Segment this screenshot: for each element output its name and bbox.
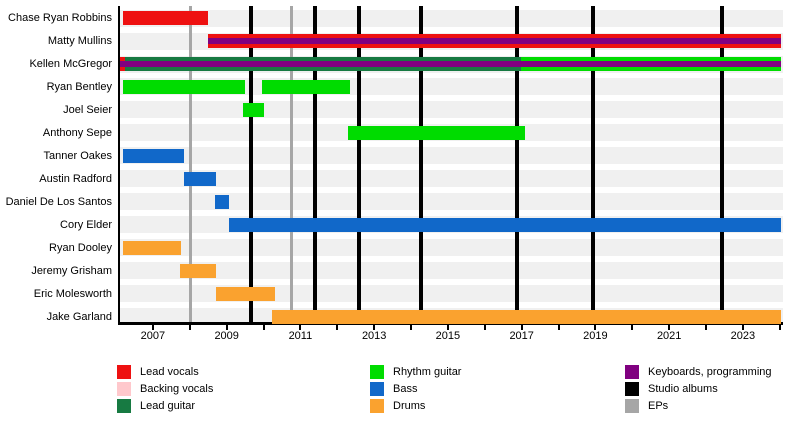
studio-album-line bbox=[514, 6, 519, 322]
member-label: Anthony Sepe bbox=[42, 126, 112, 139]
legend-label-studio_albums: Studio albums bbox=[648, 383, 718, 395]
legend-swatch-studio_albums bbox=[625, 382, 639, 396]
x-axis-tick bbox=[410, 325, 413, 330]
x-axis-tick bbox=[741, 325, 744, 330]
row-band bbox=[119, 101, 783, 119]
legend-swatch-drums bbox=[370, 399, 384, 413]
ep-release-line bbox=[290, 6, 294, 322]
row-band bbox=[119, 9, 783, 27]
legend-label-keyboards: Keyboards, programming bbox=[648, 366, 772, 378]
studio-album-line bbox=[419, 6, 424, 322]
legend-label-bass: Bass bbox=[393, 383, 418, 395]
studio-album-line bbox=[719, 6, 724, 322]
legend-label-lead_guitar: Lead guitar bbox=[140, 400, 196, 412]
studio-album-line bbox=[313, 6, 318, 322]
tenure-bar-bass bbox=[214, 194, 229, 209]
x-axis-tick bbox=[446, 325, 449, 330]
x-axis-year-label: 2023 bbox=[730, 330, 756, 342]
legend-swatch-eps bbox=[625, 399, 639, 413]
tenure-bar-drums bbox=[123, 240, 182, 255]
legend-swatch-keyboards bbox=[625, 365, 639, 379]
member-label: Chase Ryan Robbins bbox=[8, 12, 112, 24]
studio-album-line bbox=[357, 6, 362, 322]
legend-swatch-backing_vocals bbox=[117, 382, 131, 396]
x-axis-year-label: 2019 bbox=[583, 330, 608, 342]
tenure-bar-bass bbox=[184, 171, 216, 186]
legend-label-lead_vocals: Lead vocals bbox=[140, 366, 199, 378]
x-axis-year-label: 2011 bbox=[288, 330, 313, 342]
member-label: Ryan Dooley bbox=[49, 241, 112, 254]
x-axis-tick bbox=[151, 325, 154, 330]
legend-label-rhythm_guitar: Rhythm guitar bbox=[393, 366, 462, 378]
tenure-bar-rhythm_guitar bbox=[243, 102, 264, 117]
x-axis-tick bbox=[483, 325, 486, 330]
tenure-bar-drums bbox=[179, 263, 216, 278]
legend-swatch-rhythm_guitar bbox=[370, 365, 384, 379]
member-label: Daniel De Los Santos bbox=[5, 195, 112, 208]
x-axis-tick bbox=[188, 325, 191, 330]
legend-label-backing_vocals: Backing vocals bbox=[140, 383, 214, 395]
member-label: Cory Elder bbox=[60, 218, 112, 231]
row-band bbox=[119, 262, 783, 280]
legend-label-drums: Drums bbox=[393, 400, 426, 412]
x-axis-tick bbox=[594, 325, 597, 330]
x-axis-tick bbox=[262, 325, 265, 330]
x-axis-tick bbox=[668, 325, 671, 330]
x-axis-year-label: 2017 bbox=[509, 330, 534, 342]
member-label: Tanner Oakes bbox=[43, 149, 112, 162]
x-axis-tick bbox=[520, 325, 523, 330]
tenure-bar-rhythm_guitar bbox=[262, 79, 351, 94]
tenure-bar-bass bbox=[228, 217, 781, 232]
x-axis-tick bbox=[705, 325, 708, 330]
row-band bbox=[119, 147, 783, 165]
row-band bbox=[119, 285, 783, 303]
x-axis-year-label: 2013 bbox=[361, 330, 387, 342]
x-axis-tick bbox=[631, 325, 634, 330]
member-label: Jake Garland bbox=[46, 310, 112, 323]
x-axis-tick bbox=[225, 325, 228, 330]
member-label: Kellen McGregor bbox=[29, 58, 112, 70]
member-label: Austin Radford bbox=[39, 172, 112, 185]
ep-release-line bbox=[189, 6, 192, 322]
tenure-bar-rhythm_guitar bbox=[348, 125, 526, 140]
legend-swatch-lead_vocals bbox=[117, 365, 131, 379]
legend-swatch-lead_guitar bbox=[117, 399, 131, 413]
tenure-bar-drums bbox=[215, 286, 275, 301]
studio-album-line bbox=[248, 6, 253, 322]
y-axis-line bbox=[118, 6, 120, 325]
x-axis-year-label: 2015 bbox=[435, 330, 461, 342]
tenure-bar-drums bbox=[271, 309, 781, 324]
member-label: Ryan Bentley bbox=[46, 80, 112, 93]
studio-album-line bbox=[590, 6, 595, 322]
tenure-bar-keyboards bbox=[119, 61, 781, 67]
row-band bbox=[119, 170, 783, 188]
member-label: Jeremy Grisham bbox=[31, 264, 112, 277]
row-band bbox=[119, 193, 783, 211]
x-axis-year-label: 2009 bbox=[214, 330, 239, 342]
tenure-bar-rhythm_guitar bbox=[123, 79, 246, 94]
x-axis-tick bbox=[299, 325, 302, 330]
x-axis-tick bbox=[336, 325, 339, 330]
tenure-bar-keyboards bbox=[208, 38, 781, 44]
x-axis-year-label: 2021 bbox=[656, 330, 682, 342]
x-axis-tick bbox=[778, 325, 781, 330]
legend-label-eps: EPs bbox=[648, 400, 669, 412]
member-label: Matty Mullins bbox=[47, 35, 112, 47]
x-axis-year-label: 2007 bbox=[140, 330, 166, 342]
row-band bbox=[119, 239, 783, 257]
legend-swatch-bass bbox=[370, 382, 384, 396]
member-label: Eric Molesworth bbox=[33, 287, 112, 300]
tenure-bar-lead_vocals bbox=[123, 11, 209, 25]
x-axis-tick bbox=[373, 325, 376, 330]
x-axis-tick bbox=[557, 325, 560, 330]
tenure-bar-bass bbox=[123, 148, 185, 163]
member-label: Joel Seier bbox=[63, 103, 112, 116]
